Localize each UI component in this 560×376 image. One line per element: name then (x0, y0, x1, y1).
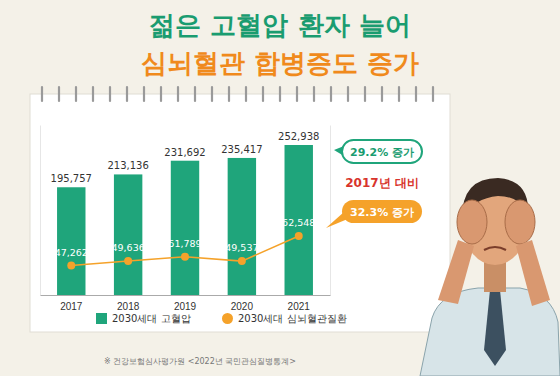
point-label: 49,537 (225, 242, 258, 253)
ring (262, 87, 264, 101)
chart: 젊은 고혈압 환자 늘어심뇌혈관 합병증도 증가 195,757 213,136 23… (0, 0, 560, 376)
x-tick-label: 2019 (174, 301, 197, 312)
bar (171, 161, 199, 295)
x-tick-label: 2021 (288, 301, 311, 312)
bar-label: 252,938 (278, 131, 319, 142)
panel (30, 94, 450, 332)
ring (245, 87, 247, 101)
ring (296, 87, 298, 101)
bar (57, 187, 85, 295)
y2-axis (330, 126, 331, 296)
point-label: 49,636 (112, 242, 145, 253)
point-label: 51,789 (168, 238, 201, 249)
subtitle: 심뇌혈관 합병증도 증가 (141, 48, 419, 78)
callout (342, 140, 422, 163)
x-axis-line (41, 295, 331, 296)
ring (398, 87, 400, 101)
y-axis-line (40, 126, 41, 296)
legend-label: 2030세대 고혈압 (112, 313, 191, 324)
ring (41, 87, 43, 101)
ring (126, 87, 128, 101)
bar-label: 235,417 (221, 144, 262, 155)
callout (342, 200, 422, 223)
x-tick-label: 2018 (117, 301, 140, 312)
mouth (484, 247, 506, 250)
data-labels: 195,757 213,136 231,692 235,417 252,938 47,26… (51, 131, 320, 258)
point (67, 262, 75, 270)
x-tick: 2019 (174, 295, 197, 312)
marks (57, 145, 313, 295)
line (71, 236, 298, 266)
x-tick-label: 2020 (231, 301, 254, 312)
ring (279, 87, 281, 101)
source: ※ 건강보험심사평가원 <2022년 국민관심질병통계> (104, 357, 296, 366)
legend-label: 2030세대 심뇌혈관질환 (238, 313, 347, 324)
illustration (420, 178, 560, 376)
ring (160, 87, 162, 101)
y-axis (40, 126, 41, 296)
x-tick: 2018 (117, 295, 140, 312)
ring (211, 87, 213, 101)
x-axis: 2017 2018 2019 2020 2021 (41, 295, 331, 312)
x-tick: 2021 (288, 295, 311, 312)
ring (109, 87, 111, 101)
ring (432, 87, 434, 101)
ring (58, 87, 60, 101)
ring (313, 87, 315, 101)
legend-swatch (96, 313, 107, 324)
point (124, 257, 132, 265)
point-label: 62,548 (282, 217, 315, 228)
x-tick: 2020 (231, 295, 254, 312)
tie (484, 290, 506, 366)
ring (415, 87, 417, 101)
background (0, 0, 560, 376)
bar (114, 174, 142, 295)
arm-left (438, 240, 474, 304)
annotation: 29.2% 증가 (350, 146, 414, 159)
point (295, 232, 303, 240)
ring (92, 87, 94, 101)
x-tick-label: 2017 (60, 301, 83, 312)
ring (228, 87, 230, 101)
ring (330, 87, 332, 101)
point-label: 47,262 (55, 247, 88, 258)
ring (75, 87, 77, 101)
point (181, 253, 189, 261)
bar-label: 213,136 (107, 160, 148, 171)
point (238, 257, 246, 265)
rings (42, 87, 433, 101)
annotation: 32.3% 증가 (350, 206, 414, 219)
bar (228, 158, 256, 295)
annotations: 29.2% 증가 2017년 대비 32.3% 증가 (326, 140, 422, 228)
bar-label: 195,757 (51, 173, 92, 184)
annotation: 2017년 대비 (345, 176, 419, 190)
hand-right (505, 200, 535, 244)
x-tick: 2017 (60, 295, 83, 312)
y2-axis-line (330, 126, 331, 296)
bar-label: 231,692 (164, 147, 205, 158)
ring (364, 87, 366, 101)
ring (347, 87, 349, 101)
hand-left (457, 200, 487, 244)
legend: 2030세대 고혈압 2030세대 심뇌혈관질환 (96, 313, 347, 324)
ring (381, 87, 383, 101)
ring (177, 87, 179, 101)
arm-right (516, 240, 550, 306)
ring (143, 87, 145, 101)
ring (194, 87, 196, 101)
legend-swatch (222, 313, 233, 324)
neck (484, 262, 506, 292)
title: 젊은 고혈압 환자 늘어 (149, 10, 410, 40)
